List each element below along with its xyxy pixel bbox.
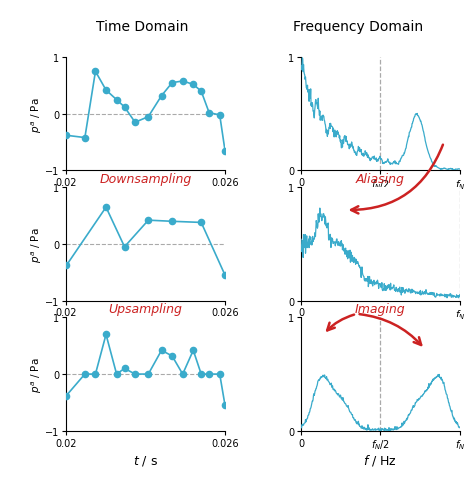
Point (121, 104, 128, 112)
Point (113, 370, 120, 378)
Text: Upsampling: Upsampling (109, 303, 182, 316)
Point (102, 204, 110, 212)
Point (179, 370, 186, 378)
Point (131, 370, 139, 378)
Point (102, 87, 110, 95)
Point (131, 119, 139, 127)
Point (158, 347, 165, 354)
Point (179, 78, 186, 86)
Point (158, 92, 165, 100)
Point (168, 80, 176, 88)
Point (168, 352, 176, 360)
Y-axis label: $p^a$ / Pa: $p^a$ / Pa (29, 227, 44, 262)
Point (205, 109, 213, 117)
Point (91, 370, 99, 378)
Point (102, 331, 110, 339)
Point (81, 135, 89, 142)
Point (121, 365, 128, 373)
Point (145, 217, 152, 225)
Point (216, 112, 224, 120)
Point (205, 370, 213, 378)
Point (145, 370, 152, 378)
Point (81, 370, 89, 378)
Text: $f$ / Hz: $f$ / Hz (364, 453, 397, 467)
Point (121, 243, 128, 251)
Text: Frequency Domain: Frequency Domain (293, 20, 423, 33)
Point (197, 88, 205, 96)
Point (190, 81, 197, 89)
Point (197, 219, 205, 227)
Point (221, 402, 229, 409)
Point (190, 347, 197, 354)
Text: Time Domain: Time Domain (96, 20, 188, 33)
Point (216, 370, 224, 378)
Point (168, 218, 176, 226)
Text: Imaging: Imaging (355, 303, 406, 316)
Y-axis label: $p^a$ / Pa: $p^a$ / Pa (29, 97, 44, 132)
Text: $t$ / s: $t$ / s (133, 453, 158, 467)
Text: Aliasing: Aliasing (356, 173, 405, 186)
Point (63, 262, 70, 270)
Text: Downsampling: Downsampling (100, 173, 192, 186)
Point (113, 97, 120, 105)
Y-axis label: $p^a$ / Pa: $p^a$ / Pa (29, 357, 44, 392)
Point (221, 148, 229, 155)
Point (221, 272, 229, 279)
Point (197, 370, 205, 378)
Point (145, 114, 152, 121)
Point (91, 68, 99, 76)
Point (63, 392, 70, 400)
Point (63, 132, 70, 140)
